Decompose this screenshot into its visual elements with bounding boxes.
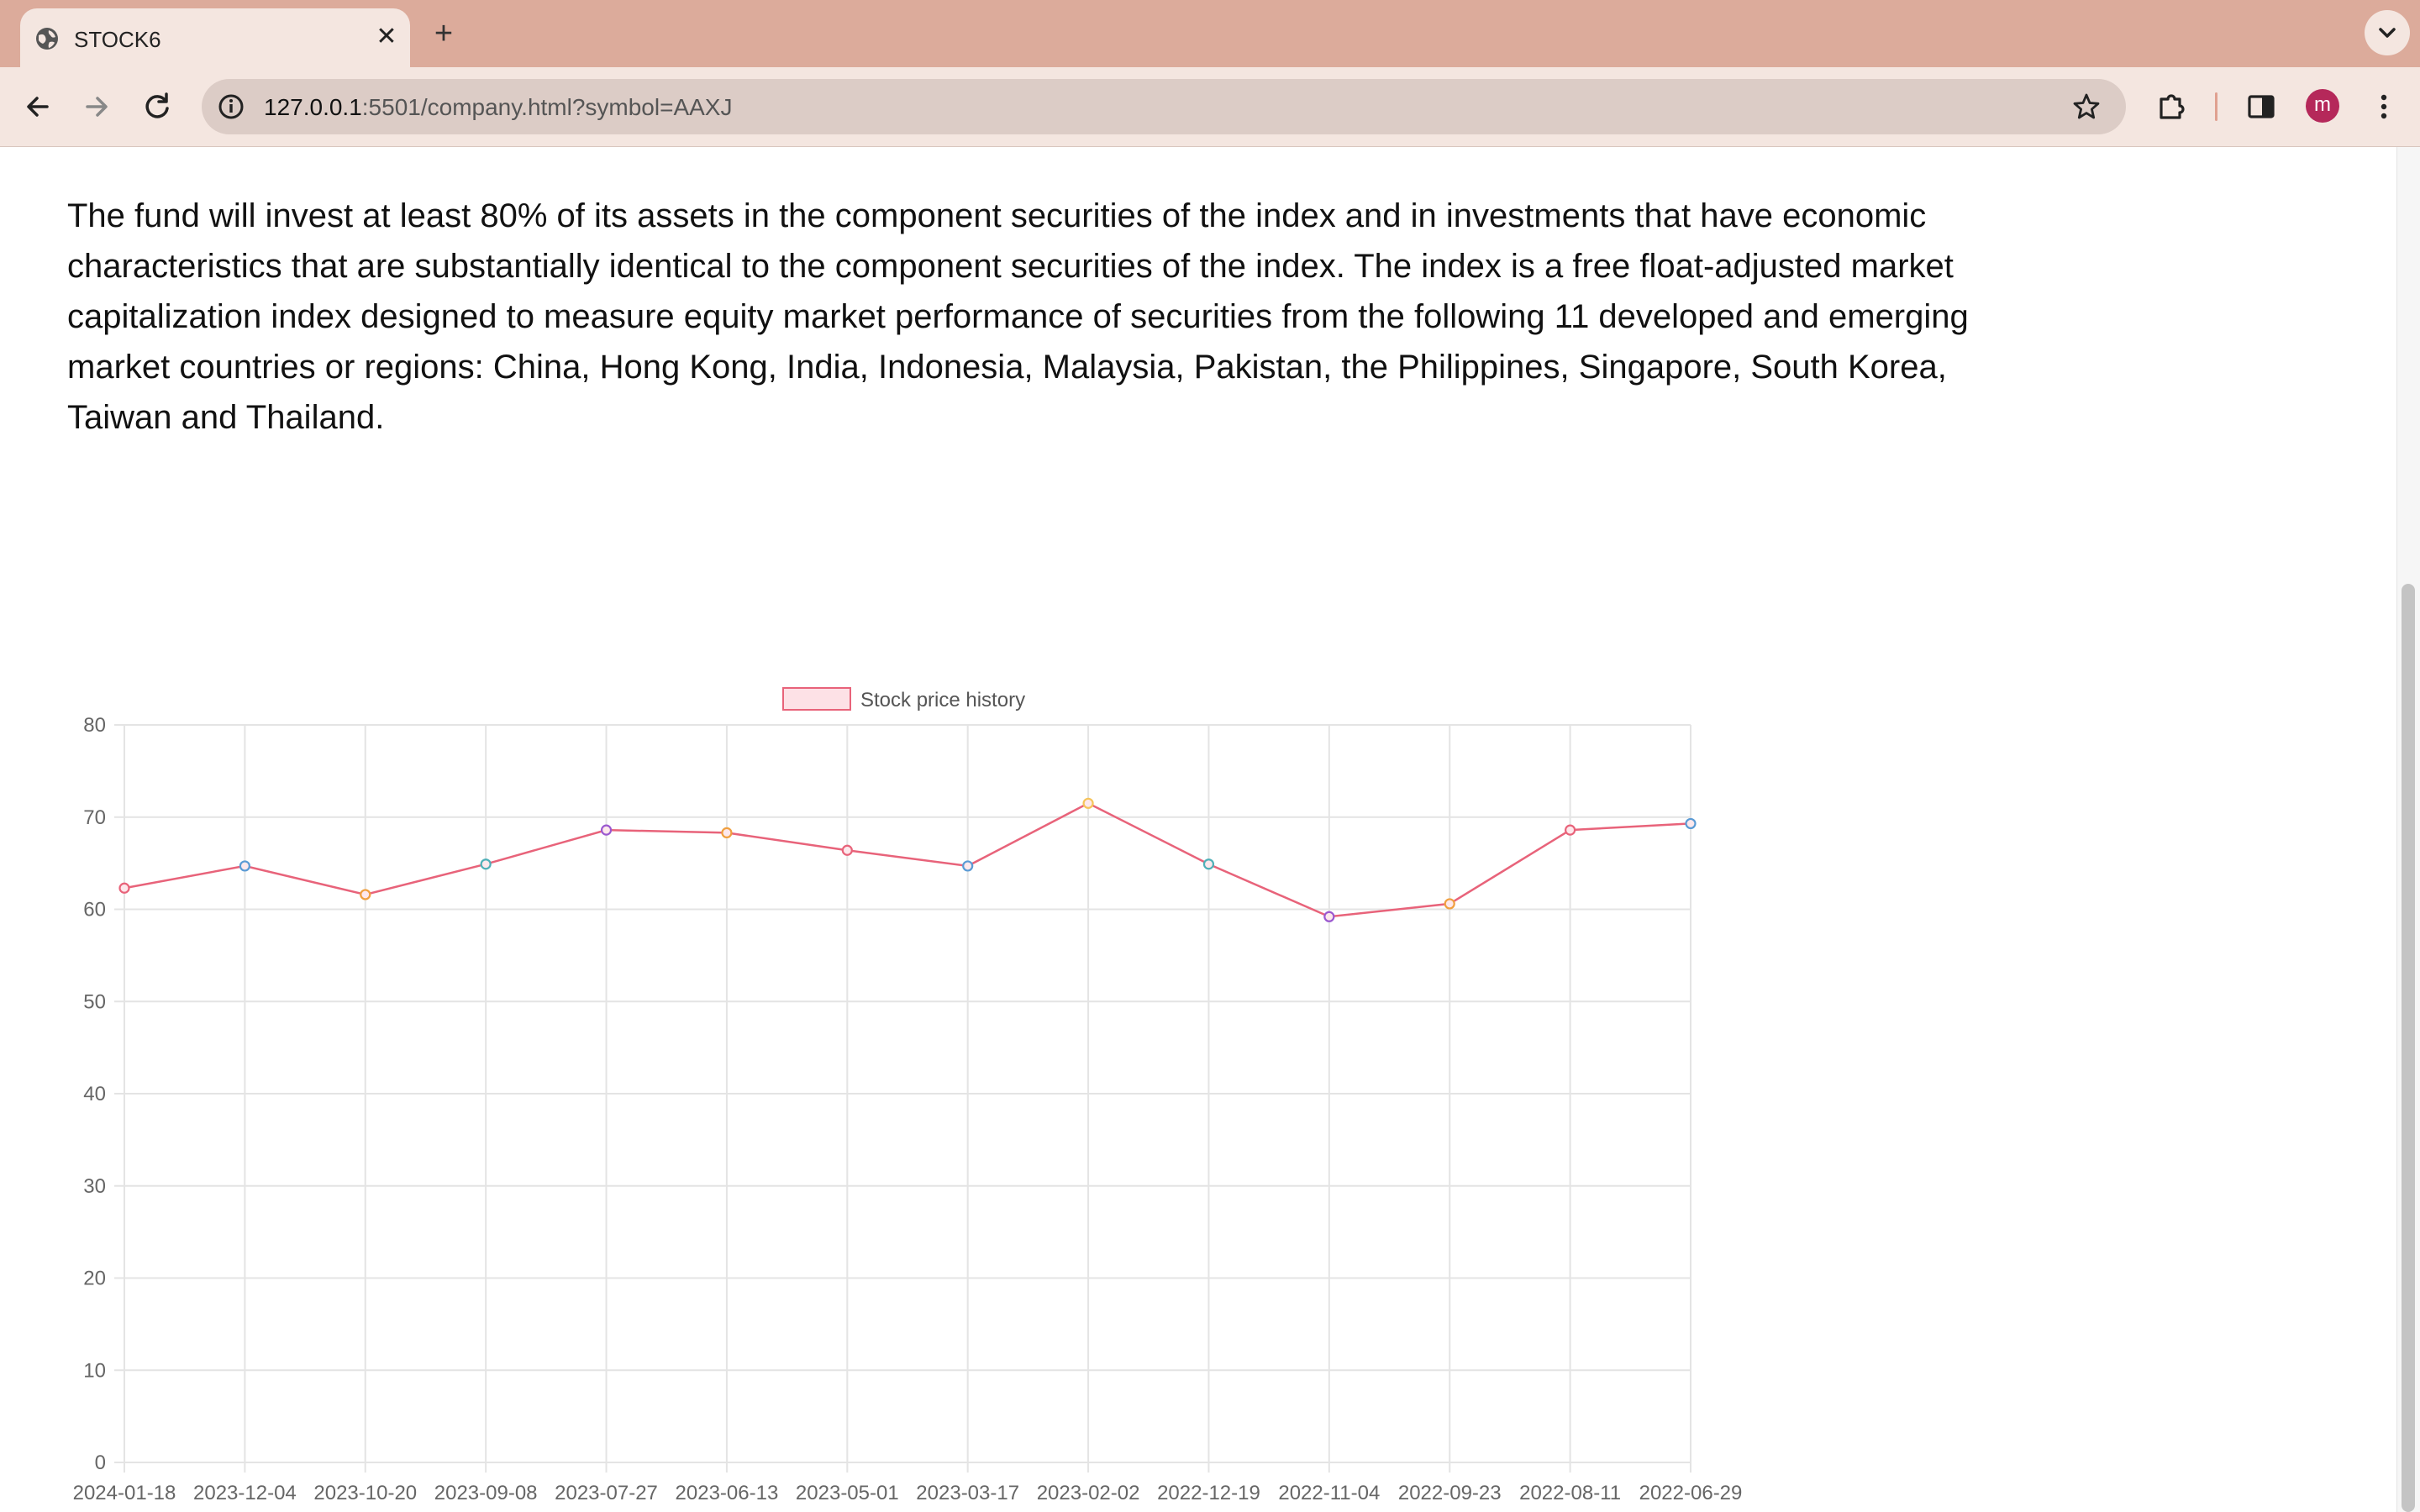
tab-title: STOCK6 [74, 27, 161, 52]
data-point[interactable] [360, 889, 371, 900]
data-point[interactable] [841, 844, 853, 856]
info-icon[interactable] [215, 91, 247, 123]
extensions-button[interactable] [2151, 86, 2193, 128]
data-point[interactable] [1444, 898, 1455, 910]
x-tick-label: 2023-02-02 [1037, 1482, 1140, 1504]
reload-button[interactable] [136, 86, 178, 128]
legend-label[interactable]: Stock price history [860, 689, 1025, 711]
chart-grid [114, 724, 1691, 1473]
browser-toolbar: 127.0.0.1:5501/company.html?symbol=AAXJ [0, 67, 2420, 147]
y-tick-label: 10 [83, 1359, 106, 1382]
data-point[interactable] [600, 824, 613, 836]
browser-tab[interactable]: STOCK6 ✕ [20, 8, 410, 67]
x-axis-ticks: 2024-01-18 2023-12-04 2023-10-20 2023-09-08… [73, 1482, 1743, 1504]
legend-swatch[interactable] [782, 687, 851, 711]
y-tick-label: 40 [83, 1083, 106, 1105]
side-panel-button[interactable] [2240, 86, 2282, 128]
kebab-menu-icon [2381, 94, 2387, 119]
x-tick-label: 2022-09-23 [1398, 1482, 1502, 1504]
y-tick-label: 60 [83, 899, 106, 921]
data-point[interactable] [1685, 817, 1697, 830]
star-icon[interactable] [2070, 91, 2102, 123]
data-point[interactable] [118, 882, 130, 894]
data-point[interactable] [1082, 797, 1094, 809]
series-points [118, 797, 1697, 922]
x-tick-label: 2023-09-08 [434, 1482, 538, 1504]
x-tick-label: 2023-06-13 [676, 1482, 779, 1504]
data-point[interactable] [721, 827, 733, 839]
url-host: 127.0.0.1 [264, 94, 362, 120]
y-tick-label: 30 [83, 1175, 106, 1198]
x-tick-label: 2023-05-01 [796, 1482, 899, 1504]
data-point[interactable] [480, 858, 492, 870]
data-point[interactable] [1565, 824, 1576, 836]
x-tick-label: 2022-06-29 [1639, 1482, 1743, 1504]
x-tick-label: 2022-12-19 [1157, 1482, 1260, 1504]
y-tick-label: 80 [83, 714, 106, 737]
chevron-down-icon [2379, 28, 2396, 38]
new-tab-button[interactable]: + [434, 16, 454, 51]
x-tick-label: 2022-08-11 [1519, 1482, 1621, 1504]
arrow-right-icon [86, 97, 108, 117]
back-button[interactable] [17, 86, 59, 128]
profile-avatar[interactable]: m [2306, 89, 2339, 123]
arrow-left-icon [27, 97, 49, 117]
data-point[interactable] [1323, 911, 1335, 922]
y-tick-label: 0 [95, 1452, 106, 1474]
address-bar[interactable]: 127.0.0.1:5501/company.html?symbol=AAXJ [202, 79, 2126, 134]
y-axis-ticks: 0 10 20 30 40 50 60 70 80 [83, 714, 106, 1474]
fund-description: The fund will invest at least 80% of its… [67, 197, 1969, 436]
y-tick-label: 70 [83, 806, 106, 829]
data-point[interactable] [1202, 858, 1215, 870]
y-tick-label: 50 [83, 990, 106, 1013]
globe-icon [36, 28, 58, 50]
data-point[interactable] [239, 860, 250, 872]
tab-close-button[interactable]: ✕ [376, 23, 397, 50]
x-tick-label: 2023-10-20 [313, 1482, 417, 1504]
x-tick-label: 2023-07-27 [555, 1482, 658, 1504]
x-tick-label: 2023-03-17 [916, 1482, 1019, 1504]
tab-strip: STOCK6 ✕ + [0, 0, 2420, 67]
x-tick-label: 2023-12-04 [193, 1482, 297, 1504]
reload-icon [145, 92, 169, 118]
x-tick-label: 2024-01-18 [73, 1482, 176, 1504]
x-tick-label: 2022-11-04 [1278, 1482, 1380, 1504]
puzzle-icon [2160, 94, 2185, 119]
chart-legend[interactable]: Stock price history [782, 687, 1025, 711]
browser-menu-button[interactable] [2363, 86, 2405, 128]
series-line-stock-price-history [124, 801, 1691, 918]
y-tick-label: 20 [83, 1268, 106, 1290]
page-content: The fund will invest at least 80% of its… [0, 147, 2396, 1512]
side-panel-icon [2248, 95, 2275, 118]
url-path: :5501/company.html?symbol=AAXJ [361, 94, 733, 120]
toolbar-divider [2215, 92, 2217, 121]
forward-button[interactable] [76, 86, 118, 128]
data-point[interactable] [962, 860, 974, 872]
url-text[interactable]: 127.0.0.1:5501/company.html?symbol=AAXJ [264, 94, 732, 121]
scrollbar-thumb[interactable] [2402, 584, 2415, 1512]
tab-search-button[interactable] [2365, 10, 2410, 55]
